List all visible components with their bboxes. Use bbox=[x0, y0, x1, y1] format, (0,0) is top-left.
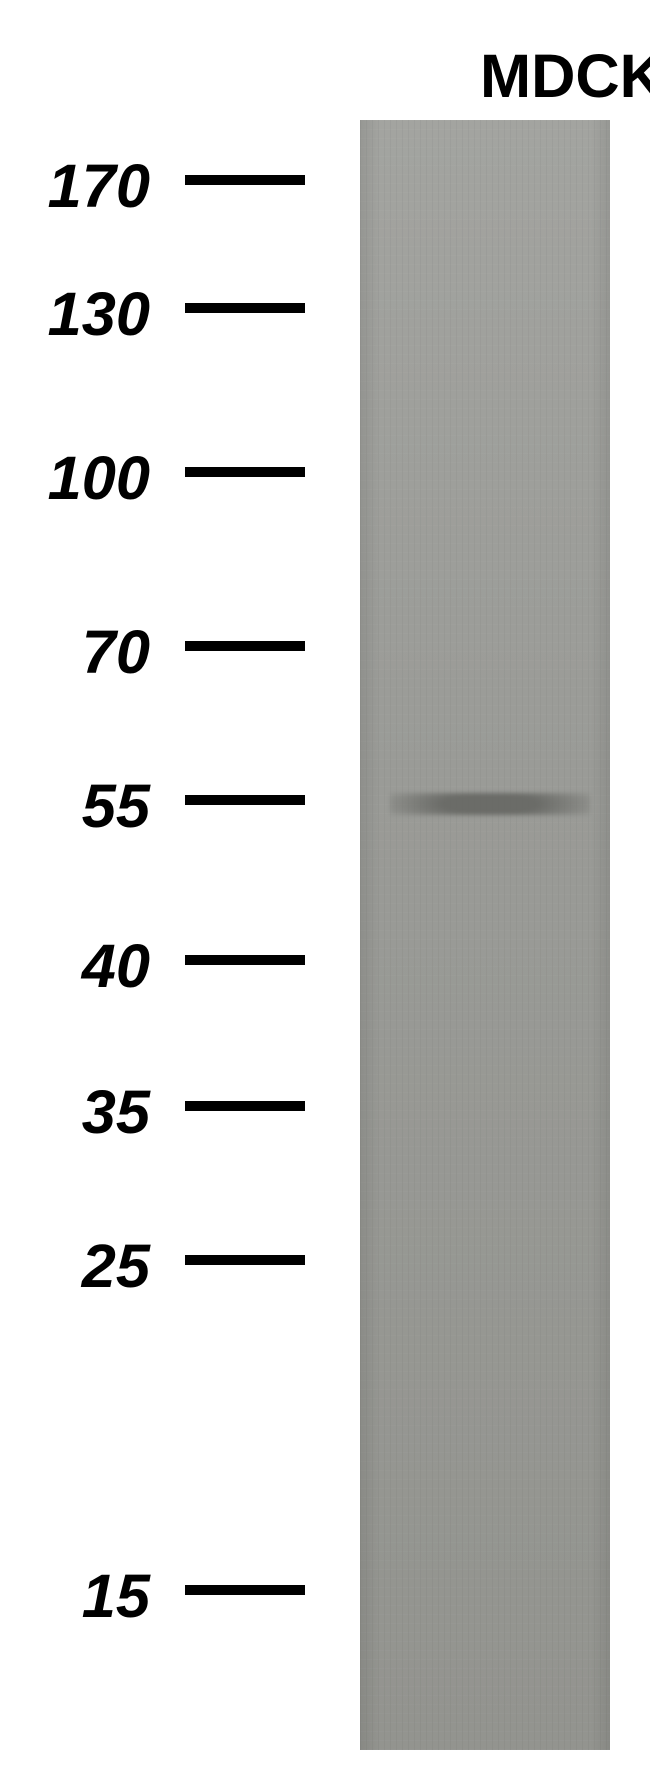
lane-edge-shade bbox=[360, 120, 610, 1750]
ladder-tick bbox=[185, 467, 305, 477]
ladder-label: 35 bbox=[82, 1076, 150, 1147]
ladder-tick bbox=[185, 795, 305, 805]
ladder-tick bbox=[185, 955, 305, 965]
ladder-tick bbox=[185, 1101, 305, 1111]
ladder-tick bbox=[185, 303, 305, 313]
ladder-label: 100 bbox=[48, 442, 150, 513]
ladder-label: 25 bbox=[82, 1230, 150, 1301]
ladder-label: 170 bbox=[48, 150, 150, 221]
ladder-label: 40 bbox=[82, 930, 150, 1001]
ladder-tick bbox=[185, 175, 305, 185]
ladder-label: 55 bbox=[82, 770, 150, 841]
lane-header-label: MDCK bbox=[480, 40, 640, 111]
ladder-label: 130 bbox=[48, 278, 150, 349]
ladder-tick bbox=[185, 641, 305, 651]
ladder-label: 15 bbox=[82, 1560, 150, 1631]
ladder-tick bbox=[185, 1585, 305, 1595]
ladder-label: 70 bbox=[82, 616, 150, 687]
ladder-tick bbox=[185, 1255, 305, 1265]
blot-lane bbox=[360, 120, 610, 1750]
protein-band bbox=[390, 793, 590, 815]
